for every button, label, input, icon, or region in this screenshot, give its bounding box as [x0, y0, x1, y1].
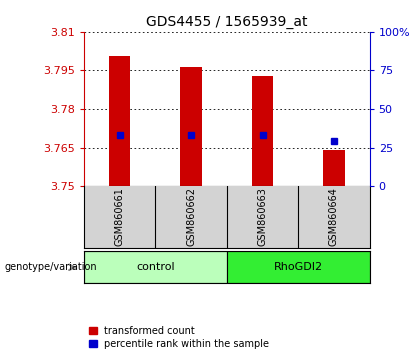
Bar: [109, 56, 130, 186]
Text: GSM860664: GSM860664: [329, 188, 339, 246]
Bar: [181, 67, 202, 186]
Text: GSM860661: GSM860661: [115, 188, 125, 246]
Bar: [84, 251, 227, 283]
Bar: [323, 150, 344, 186]
Text: genotype/variation: genotype/variation: [4, 262, 97, 272]
Bar: [227, 251, 370, 283]
Text: GSM860663: GSM860663: [257, 188, 268, 246]
Title: GDS4455 / 1565939_at: GDS4455 / 1565939_at: [146, 16, 307, 29]
Legend: transformed count, percentile rank within the sample: transformed count, percentile rank withi…: [89, 326, 269, 349]
Bar: [252, 75, 273, 186]
Text: RhoGDI2: RhoGDI2: [274, 262, 323, 272]
Text: GSM860662: GSM860662: [186, 188, 196, 246]
Text: control: control: [136, 262, 175, 272]
